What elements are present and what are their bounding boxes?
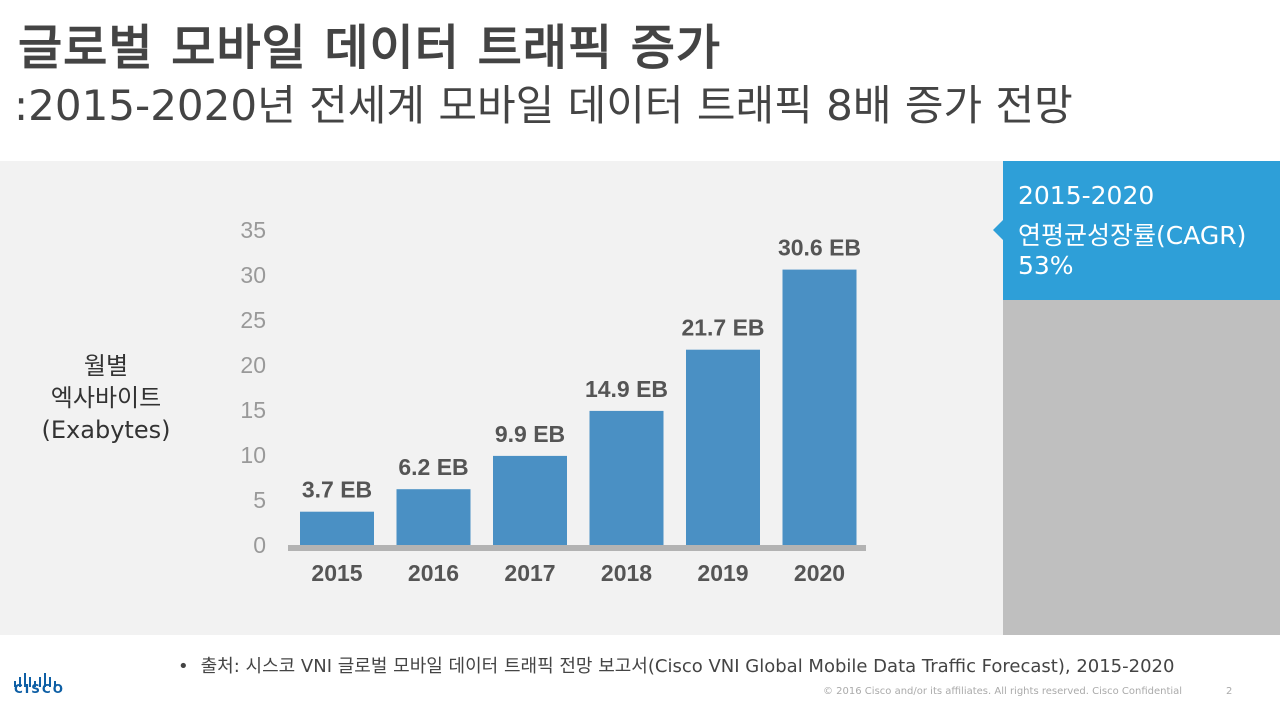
- y-axis-label-line2: 엑사바이트: [50, 384, 162, 412]
- callout-pointer: [993, 219, 1004, 241]
- bar-2017: [493, 455, 567, 545]
- bar-2015: [300, 511, 374, 545]
- copyright: © 2016 Cisco and/or its affiliates. All …: [823, 686, 1183, 697]
- y-tick-label: 0: [253, 532, 266, 558]
- y-axis-label-line1: 월별: [83, 352, 129, 380]
- data-label-2018: 14.9 EB: [585, 376, 668, 402]
- y-tick-label: 10: [240, 442, 266, 468]
- callout-value: 53%: [1018, 251, 1074, 280]
- y-axis-label-line3: (Exabytes): [41, 416, 171, 444]
- page-subtitle: :2015-2020년 전세계 모바일 데이터 트래픽 8배 증가 전망: [14, 81, 1073, 130]
- x-axis-line: [288, 545, 866, 551]
- x-tick-label-2020: 2020: [794, 560, 845, 586]
- data-label-2017: 9.9 EB: [495, 421, 565, 447]
- bar-2020: [782, 269, 857, 545]
- y-tick-label: 20: [240, 352, 266, 378]
- callout-label: 연평균성장률(CAGR): [1018, 221, 1247, 250]
- x-tick-label-2015: 2015: [311, 560, 362, 586]
- footnote-text: 출처: 시스코 VNI 글로벌 모바일 데이터 트래픽 전망 보고서(Cisco…: [200, 656, 1175, 677]
- x-tick-label-2018: 2018: [601, 560, 652, 586]
- source-footnote: • 출처: 시스코 VNI 글로벌 모바일 데이터 트래픽 전망 보고서(Cisc…: [178, 652, 1174, 678]
- y-axis-label: 월별 엑사바이트 (Exabytes): [20, 350, 192, 446]
- data-label-2020: 30.6 EB: [778, 235, 861, 261]
- page-title: 글로벌 모바일 데이터 트래픽 증가: [18, 20, 722, 76]
- bar-2018: [589, 410, 664, 545]
- bar-2016: [396, 489, 471, 545]
- y-tick-label: 5: [253, 487, 266, 513]
- cisco-logo-text: CISCO: [14, 682, 65, 696]
- x-tick-label-2016: 2016: [408, 560, 459, 586]
- page-number: 2: [1226, 686, 1233, 697]
- footnote-bullet: •: [178, 656, 189, 677]
- cagr-callout: 2015-2020 연평균성장률(CAGR) 53%: [993, 161, 1280, 300]
- bar-chart: 0 5 10 15 20 25 30 35 3.7 EB 2015 6.2 EB 2016 9.9 EB…: [240, 217, 866, 586]
- data-label-2015: 3.7 EB: [302, 477, 372, 503]
- y-tick-label: 15: [240, 397, 266, 423]
- y-tick-label: 25: [240, 307, 266, 333]
- data-label-2019: 21.7 EB: [681, 315, 764, 341]
- side-panel: [1003, 300, 1280, 635]
- x-tick-label-2017: 2017: [504, 560, 555, 586]
- callout-period: 2015-2020: [1018, 181, 1155, 210]
- y-tick-label: 35: [240, 217, 266, 243]
- y-tick-label: 30: [240, 262, 266, 288]
- x-tick-label-2019: 2019: [697, 560, 748, 586]
- cisco-logo-icon: [14, 673, 56, 687]
- bar-2019: [686, 349, 760, 545]
- data-label-2016: 6.2 EB: [398, 454, 468, 480]
